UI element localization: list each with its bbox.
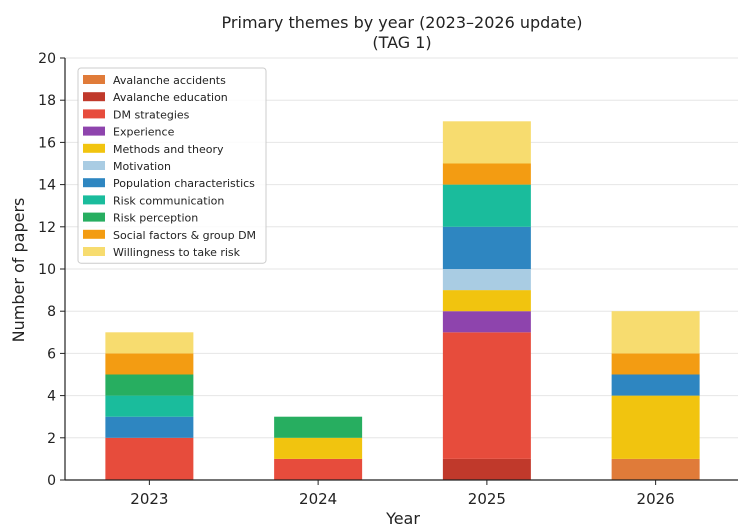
y-tick-label: 2: [47, 431, 56, 447]
axes-layer: 0 2 4 6 8 10 12 14 16 18 20 2023 2024 2025 2026: [38, 51, 738, 508]
y-tick-label: 16: [38, 135, 56, 151]
legend: Avalanche accidents Avalanche education DM…: [77, 67, 267, 264]
legend-label: Risk communication: [113, 194, 224, 207]
legend-label: Population characteristics: [113, 177, 255, 190]
bar-segment: [105, 437, 194, 480]
legend-swatch: [83, 247, 105, 256]
legend-label: DM strategies: [113, 108, 190, 121]
y-tick-label: 10: [38, 262, 56, 278]
legend-swatch: [83, 75, 105, 84]
y-axis-label: Number of papers: [9, 198, 28, 343]
bar-segment: [442, 226, 531, 269]
legend-swatch: [83, 143, 105, 153]
legend-swatch: [83, 229, 105, 239]
bar-segment: [611, 353, 700, 375]
bar-segment: [442, 290, 531, 312]
bar-segment: [442, 332, 531, 459]
bar-segment: [611, 374, 700, 396]
y-tick-label: 6: [47, 346, 56, 362]
bar-segment: [442, 269, 531, 291]
legend-label: Methods and theory: [113, 143, 224, 156]
legend-label: Risk perception: [113, 212, 198, 225]
bar-segment: [105, 395, 194, 417]
y-tick-label: 20: [38, 51, 56, 67]
bar-segment: [442, 311, 531, 333]
x-tick-label: 2026: [637, 490, 675, 508]
y-tick-label: 0: [47, 473, 56, 489]
bar-segment: [274, 458, 363, 480]
chart-title: Primary themes by year (2023–2026 update…: [222, 13, 583, 32]
bar-segment: [274, 416, 363, 438]
legend-swatch: [83, 92, 105, 102]
legend-swatch: [83, 126, 105, 136]
bar-segment: [105, 374, 194, 396]
legend-label: Avalanche accidents: [113, 74, 226, 87]
bar-segment: [611, 311, 700, 354]
y-tick-label: 14: [38, 178, 56, 194]
x-tick-label: 2023: [130, 490, 168, 508]
legend-label: Motivation: [113, 160, 171, 173]
bar-segment: [611, 458, 700, 480]
x-tick-label: 2025: [468, 490, 506, 508]
legend-swatch: [83, 195, 105, 205]
legend-label: Willingness to take risk: [113, 246, 241, 259]
bar-segment: [442, 121, 531, 164]
bar-segment: [611, 395, 700, 459]
legend-label: Avalanche education: [113, 91, 228, 104]
bar-segment: [442, 458, 531, 480]
legend-label: Experience: [113, 126, 175, 139]
y-tick-label: 4: [47, 389, 56, 405]
bar-segment: [105, 353, 194, 375]
bar-segment: [105, 332, 194, 354]
legend-label: Social factors & group DM: [113, 229, 256, 242]
y-tick-label: 8: [47, 304, 56, 320]
bar-segment: [442, 184, 531, 227]
legend-swatch: [83, 178, 105, 188]
legend-frame: [77, 67, 267, 264]
chart-subtitle: (TAG 1): [372, 33, 431, 52]
x-axis-label: Year: [385, 509, 420, 527]
bar-segment: [274, 437, 363, 459]
legend-swatch: [83, 109, 105, 119]
legend-swatch: [83, 212, 105, 222]
y-tick-label: 12: [38, 220, 56, 236]
x-tick-label: 2024: [299, 490, 337, 508]
bar-segment: [105, 416, 194, 438]
bars-layer: [105, 121, 700, 480]
legend-swatch: [83, 161, 105, 170]
bar-segment: [442, 163, 531, 185]
y-tick-label: 18: [38, 93, 56, 109]
